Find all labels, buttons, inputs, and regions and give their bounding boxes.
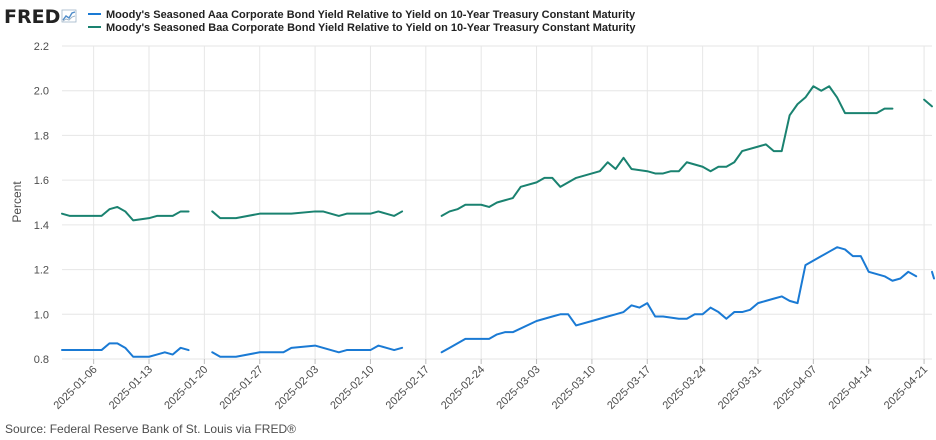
chart-line-icon — [61, 9, 77, 23]
x-tick-label: 2025-01-20 — [162, 364, 210, 412]
series-line-segment — [211, 210, 404, 220]
y-tick-label: 1.0 — [34, 309, 49, 321]
y-tick-label: 1.4 — [34, 220, 49, 232]
y-tick-label: 1.6 — [34, 175, 49, 187]
x-tick-label: 2025-01-27 — [218, 364, 266, 412]
x-tick-label: 2025-03-17 — [605, 364, 653, 412]
x-tick-label: 2025-02-10 — [328, 364, 376, 412]
series-baa — [61, 85, 933, 222]
legend-label-baa: Moody's Seasoned Baa Corporate Bond Yiel… — [106, 22, 636, 34]
series-line-segment — [61, 205, 190, 222]
x-tick-label: 2025-02-24 — [439, 364, 487, 412]
series-line-segment — [440, 85, 894, 217]
series-line-segment — [923, 98, 933, 108]
series-line-segment — [931, 270, 935, 280]
x-tick-label: 2025-03-10 — [550, 364, 598, 412]
x-tick-label: 2025-02-17 — [384, 364, 432, 412]
legend-item-aaa[interactable]: Moody's Seasoned Aaa Corporate Bond Yiel… — [88, 9, 636, 21]
y-axis-ticks: 0.8 1.0 1.2 1.4 1.6 1.8 2.0 2.2 — [34, 41, 49, 366]
x-tick-label: 2025-04-14 — [827, 364, 875, 412]
x-tick-label: 2025-01-06 — [51, 364, 99, 412]
legend-label-aaa: Moody's Seasoned Aaa Corporate Bond Yiel… — [106, 9, 636, 21]
logo-text: FRED — [4, 6, 60, 28]
x-tick-label: 2025-03-24 — [660, 364, 708, 412]
x-tick-label: 2025-04-07 — [771, 364, 819, 412]
y-tick-label: 2.0 — [34, 86, 49, 98]
x-axis-ticks: 2025-01-06 2025-01-13 2025-01-20 2025-01-27… — [51, 359, 930, 412]
legend-item-baa[interactable]: Moody's Seasoned Baa Corporate Bond Yiel… — [88, 22, 636, 34]
series-line-segment — [211, 344, 404, 358]
y-tick-label: 2.2 — [34, 41, 49, 53]
series-line-segment — [440, 246, 918, 354]
legend: Moody's Seasoned Aaa Corporate Bond Yiel… — [88, 9, 636, 34]
gridlines — [62, 45, 932, 360]
x-tick-label: 2025-03-31 — [716, 364, 764, 412]
source-note: Source: Federal Reserve Bank of St. Loui… — [5, 422, 296, 436]
x-tick-label: 2025-04-21 — [882, 364, 930, 412]
x-tick-label: 2025-01-13 — [107, 364, 155, 412]
y-tick-label: 0.8 — [34, 354, 49, 366]
y-tick-label: 1.8 — [34, 130, 49, 142]
series-line-segment — [61, 342, 190, 358]
fred-logo[interactable]: FRED — [4, 6, 77, 28]
plot-area — [61, 85, 935, 358]
series-aaa — [61, 246, 935, 358]
x-tick-label: 2025-03-03 — [494, 364, 542, 412]
y-tick-label: 1.2 — [34, 265, 49, 277]
y-axis-title: Percent — [10, 181, 24, 223]
x-tick-label: 2025-02-03 — [273, 364, 321, 412]
